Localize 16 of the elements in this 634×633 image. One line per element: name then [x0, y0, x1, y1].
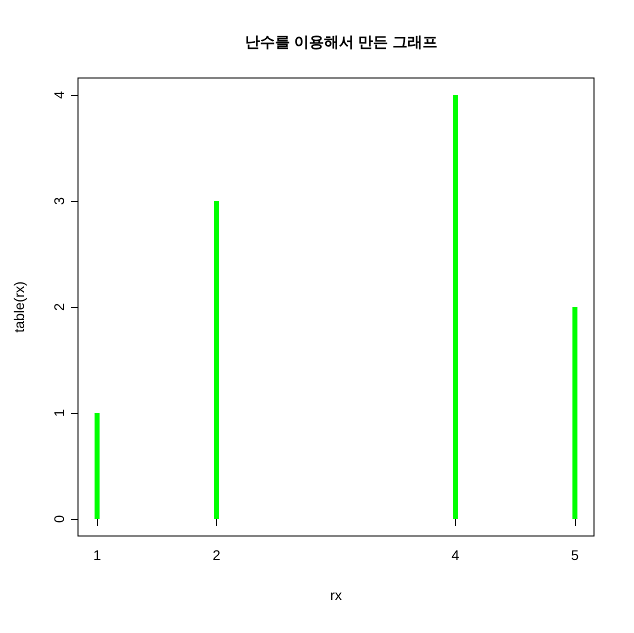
y-tick-label: 3 [51, 196, 67, 205]
x-tick-label: 4 [452, 547, 460, 563]
y-tick-label: 2 [51, 302, 67, 311]
bar [572, 307, 578, 520]
bar [94, 413, 100, 520]
chart-title: 난수를 이용해서 만든 그래프 [244, 34, 438, 51]
x-tick-label: 1 [93, 547, 102, 563]
y-tick-label: 1 [51, 408, 67, 417]
y-tick-label: 4 [51, 90, 67, 99]
y-tick-label: 0 [51, 514, 67, 523]
x-tick-label: 5 [570, 547, 579, 563]
bar [452, 94, 458, 520]
y-axis-title: table(rx) [11, 281, 27, 333]
bar [214, 200, 220, 520]
x-axis-title: rx [330, 587, 342, 603]
x-tick-label: 2 [212, 547, 221, 563]
